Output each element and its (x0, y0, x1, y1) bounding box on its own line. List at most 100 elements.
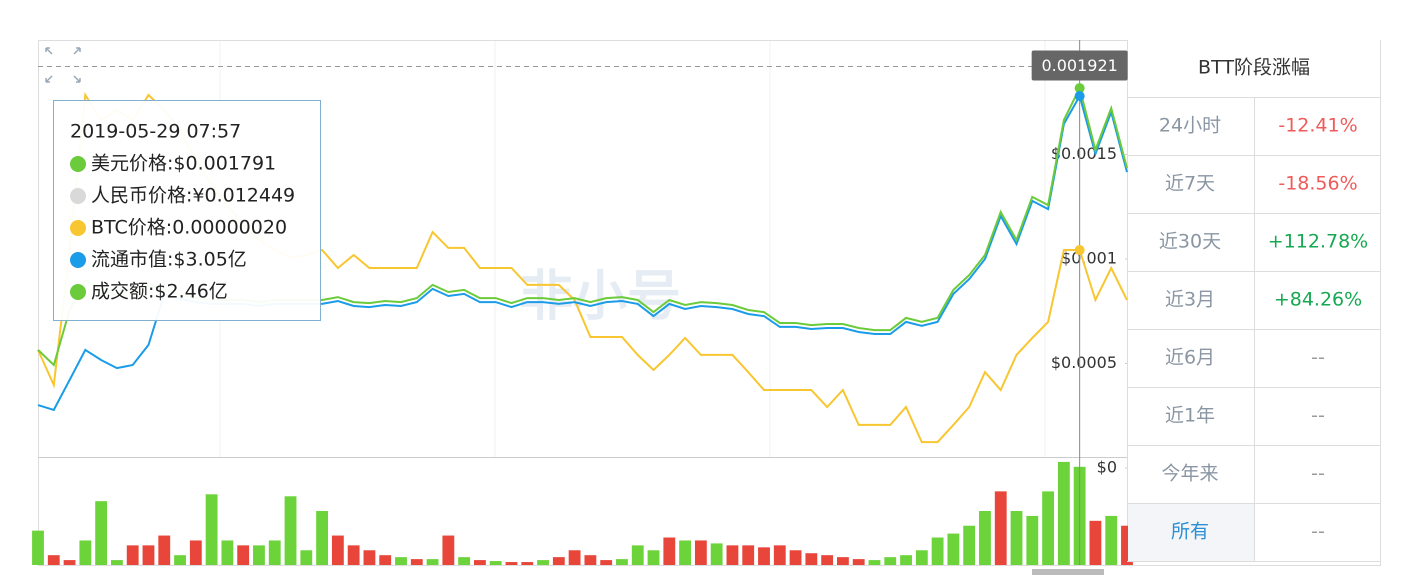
volume-bar (284, 496, 297, 565)
crosshair-label-box (1031, 50, 1128, 81)
tooltip-date: 2019-05-29 07:57 (70, 121, 241, 143)
volume-bar (505, 562, 518, 565)
table-active-cell (1128, 504, 1254, 561)
volume-bar (205, 494, 218, 565)
volume-bar (47, 555, 60, 565)
volume-bar (884, 557, 897, 565)
volume-bar (268, 540, 281, 565)
y-tick-label: $0 (1097, 458, 1117, 477)
y-tick-label: $0.0005 (1051, 353, 1117, 372)
range-label: 近1年 (1165, 405, 1215, 427)
range-value: -18.56% (1278, 173, 1357, 195)
tooltip-item: 人民币价格:¥0.012449 (91, 185, 295, 207)
volume-bar (379, 555, 392, 565)
tooltip-item: 成交额:$2.46亿 (91, 281, 228, 303)
volume-bar (773, 545, 786, 565)
range-label[interactable]: 所有 (1171, 521, 1209, 543)
range-label: 近6月 (1165, 347, 1215, 369)
volume-bar (442, 535, 455, 565)
tooltip: 2019-05-29 07:57 美元价格:$0.001791 人民币价格:¥0.… (53, 100, 321, 321)
volume-bar (473, 560, 486, 565)
volume-bar (1121, 525, 1133, 565)
volume-bar (631, 545, 644, 565)
volume-bar (300, 550, 313, 565)
volume-bar (489, 561, 502, 565)
volume-bar (805, 553, 818, 565)
watermark: 非小号 (519, 265, 681, 328)
y-tick-label: $0.0015 (1051, 144, 1117, 163)
volume-bar (1057, 461, 1070, 565)
volume-bar (868, 560, 881, 565)
range-value: +84.26% (1274, 289, 1362, 311)
volume-bar (1089, 520, 1102, 565)
volume-bar (79, 540, 92, 565)
hover-dot (1074, 91, 1085, 102)
volume-bar (726, 545, 739, 565)
range-value: -- (1311, 347, 1325, 369)
volume-bar (1010, 511, 1023, 565)
volume-bar (1042, 491, 1055, 565)
volume-bar (95, 501, 108, 565)
volume-bar (931, 537, 944, 565)
volume-bar (537, 560, 549, 565)
volume-bar (126, 545, 139, 565)
volume-bar (347, 545, 360, 565)
volume-bar (395, 557, 407, 565)
volume-bar (710, 543, 723, 565)
tooltip-swatch (70, 284, 86, 300)
range-value: -12.41% (1278, 115, 1357, 137)
zoom-icons[interactable] (45, 47, 81, 83)
plot-frame (38, 40, 1128, 566)
volume-bar (915, 550, 928, 565)
volume-bar (758, 547, 770, 565)
volume-bar (221, 540, 234, 565)
volume-bar (616, 559, 628, 565)
tooltip-item: 美元价格:$0.001791 (91, 153, 276, 175)
tooltip-item: BTC价格:0.00000020 (91, 217, 287, 239)
volume-bar (679, 540, 692, 565)
volume-bar (63, 560, 76, 565)
crosshair-label: 0.001921 (1041, 56, 1117, 75)
volume-bar (410, 559, 423, 565)
volume-bar (947, 533, 960, 565)
volume-bar (663, 537, 676, 565)
hover-dot (1074, 83, 1085, 94)
tooltip-swatch (70, 188, 86, 204)
volume-bar (1026, 515, 1039, 565)
volume-bar (552, 557, 565, 565)
volume-bar (1105, 515, 1118, 565)
range-label: 近3月 (1165, 289, 1215, 311)
volume-bar (742, 545, 755, 565)
range-value: -- (1311, 463, 1325, 485)
volume-bar (426, 559, 439, 565)
volume-bar (821, 555, 834, 565)
volume-bar (316, 511, 329, 565)
volume-bar (110, 560, 123, 565)
volume-bar (836, 557, 849, 565)
volume-bar (458, 557, 471, 565)
volume-bar (331, 535, 344, 565)
volume-bar (253, 545, 265, 565)
volume-bar (994, 491, 1007, 565)
volume-bar (900, 555, 912, 565)
tooltip-swatch (70, 156, 86, 172)
range-value: +112.78% (1268, 231, 1368, 253)
range-table: BTT阶段涨幅 24小时 -12.41% 近7天 -18.56% 近30天 +112.78… (1127, 57, 1381, 562)
vertical-grid (219, 41, 1046, 457)
scroll-handle[interactable] (1032, 569, 1104, 575)
tooltip-box (53, 100, 321, 321)
volume-bar (189, 540, 202, 565)
volume-bar (174, 555, 186, 565)
volume-bar (568, 550, 581, 565)
volume-bar (521, 562, 534, 565)
volume-bar (237, 545, 250, 565)
volume-bar (142, 545, 155, 565)
volume-bar (600, 560, 613, 565)
range-label: 近7天 (1165, 173, 1215, 195)
volume-bar (647, 550, 660, 565)
volume-bar (158, 535, 171, 565)
range-label: 24小时 (1159, 115, 1221, 137)
table-title: BTT阶段涨幅 (1198, 57, 1310, 79)
volume-bar (584, 555, 597, 565)
